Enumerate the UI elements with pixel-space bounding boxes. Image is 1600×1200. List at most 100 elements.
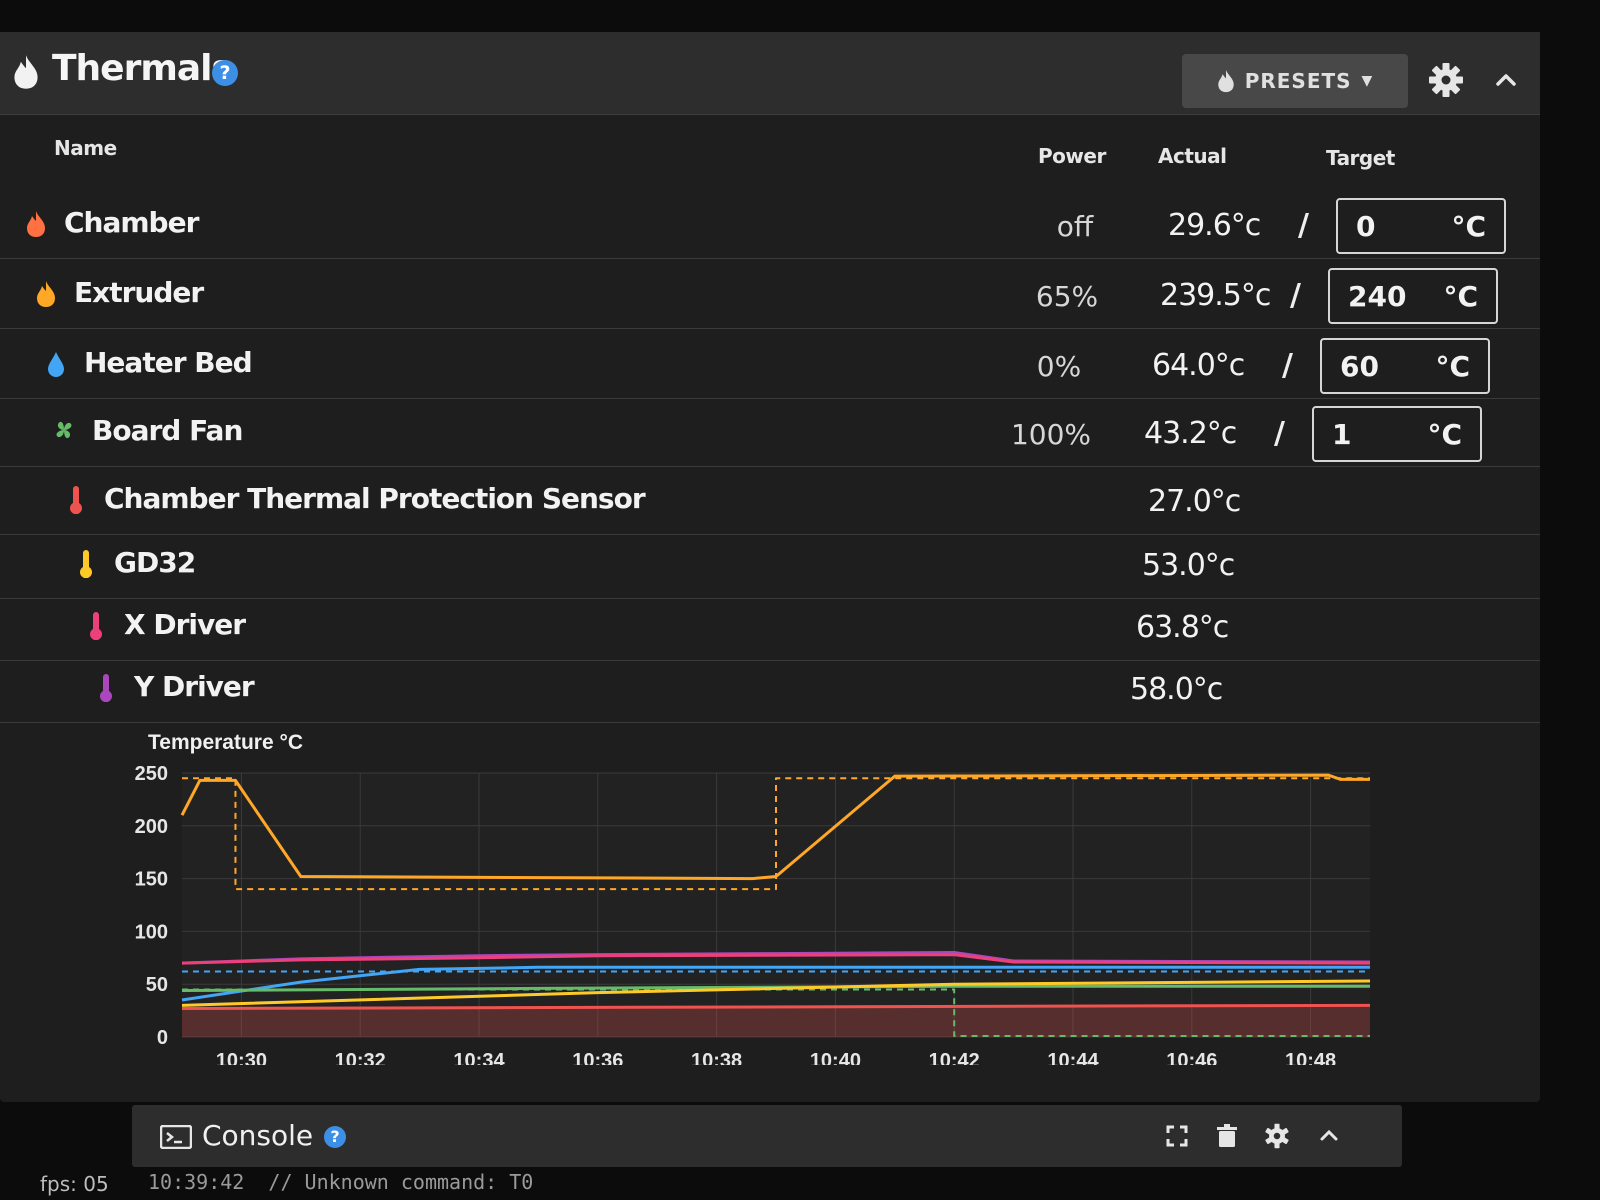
series-line [181,953,1371,965]
sensor-name: Chamber Thermal Protection Sensor [104,482,646,515]
sensor-name: X Driver [124,608,246,641]
y-axis-label: Temperature °C [148,731,303,754]
thermometer-icon [90,612,102,640]
sensor-row: Heater Bed 0% 64.0°c / 60 °C [0,332,1540,399]
column-header-target: Target [1326,146,1395,170]
gear-icon[interactable] [1264,1123,1290,1149]
console-panel: Console ? [132,1105,1402,1167]
fan-icon [56,421,72,439]
target-unit: °C [1443,280,1478,313]
separator-slash: / [1282,348,1293,383]
sensor-actual: 53.0°c [1142,548,1235,583]
console-log-line: 10:39:42 // Unknown command: T0 [148,1170,534,1194]
water-drop-icon [48,352,64,377]
sensor-actual: 63.8°c [1136,610,1229,645]
sensor-row: GD32 53.0°c [0,532,1540,599]
sensor-actual: 43.2°c [1144,416,1237,451]
column-header-actual: Actual [1158,144,1227,168]
help-icon[interactable]: ? [324,1126,346,1148]
x-tick-label: 10:38 [691,1050,742,1065]
target-value: 60 [1340,350,1379,383]
presets-label: PRESETS [1244,69,1352,93]
target-temperature-input[interactable]: 0 °C [1336,198,1506,254]
x-tick-label: 10:40 [810,1050,861,1065]
sensor-power: 65% [1035,280,1099,313]
chevron-up-icon[interactable] [1316,1123,1342,1149]
temperature-chart: 0 50 100 150 200 250 10:30 10:32 10:34 10:36 10:38… [60,695,1480,1072]
trash-icon[interactable] [1214,1123,1240,1149]
x-tick-label: 10:42 [929,1050,980,1065]
fire-icon [1217,69,1234,93]
help-icon[interactable]: ? [212,60,238,86]
sensor-power: 100% [1010,418,1092,451]
series-line [180,773,1370,881]
page-title: Thermals [52,48,233,89]
sensor-actual: 64.0°c [1152,348,1245,383]
chevron-down-icon: ▼ [1361,73,1374,89]
x-tick-label: 10:36 [572,1050,623,1065]
series-line [181,1003,1371,1010]
sensor-actual: 27.0°c [1148,484,1241,519]
x-tick-label: 10:46 [1166,1050,1217,1065]
thermometer-icon [70,486,82,514]
sensor-row: Extruder 65% 239.5°c / 240 °C [0,262,1540,329]
fire-icon [37,281,55,307]
series-target-line [182,988,1370,1037]
y-tick-label: 50 [146,974,168,996]
sensor-actual: 29.6°c [1168,208,1261,243]
column-header-power: Power [1038,144,1106,168]
sensor-name: GD32 [114,546,196,579]
sensor-power: off [1056,210,1094,243]
target-unit: °C [1427,418,1462,451]
target-unit: °C [1451,210,1486,243]
thermometer-icon [80,550,92,578]
plot-area [182,773,1370,1037]
sensor-row: Board Fan 100% 43.2°c / 1 °C [0,400,1540,467]
sensor-power: 0% [1036,350,1082,383]
separator-slash: / [1298,208,1309,243]
sensor-name: Extruder [74,276,204,309]
series-line [181,965,1370,1002]
y-tick-label: 100 [135,921,168,943]
chevron-up-icon[interactable] [1490,64,1522,96]
series-target-line [182,777,1370,891]
series-line [181,979,1371,1007]
target-value: 0 [1356,210,1376,243]
separator-slash: / [1274,416,1285,451]
fullscreen-icon[interactable] [1164,1123,1190,1149]
fps-counter: fps: 05 [40,1172,109,1196]
sensor-row: Chamber off 29.6°c / 0 °C [0,192,1540,259]
fire-icon [14,55,38,89]
column-header-name: Name [54,136,117,160]
target-temperature-input[interactable]: 1 °C [1312,406,1482,462]
x-tick-label: 10:48 [1285,1050,1336,1065]
sensor-name: Board Fan [92,414,243,447]
sensor-row: X Driver 63.8°c [0,594,1540,661]
presets-button[interactable]: PRESETS ▼ [1182,54,1408,108]
target-unit: °C [1435,350,1470,383]
separator-slash: / [1290,278,1301,313]
sensor-row: Y Driver 58.0°c [0,656,1540,723]
x-tick-label: 10:32 [335,1050,386,1065]
fire-icon [27,211,45,237]
y-tick-label: 200 [135,816,168,838]
gear-icon[interactable] [1428,62,1464,98]
target-value: 240 [1348,280,1407,313]
y-tick-label: 0 [157,1027,168,1049]
console-icon [160,1125,192,1149]
target-temperature-input[interactable]: 240 °C [1328,268,1498,324]
sensor-actual: 239.5°c [1160,278,1271,313]
console-title: Console [202,1119,314,1152]
sensor-name: Y Driver [134,670,255,703]
thermometer-icon [100,674,112,702]
x-tick-label: 10:34 [453,1050,505,1065]
x-tick-label: 10:30 [216,1050,267,1065]
sensor-actual: 58.0°c [1130,672,1223,707]
target-temperature-input[interactable]: 60 °C [1320,338,1490,394]
sensor-row: Chamber Thermal Protection Sensor 27.0°c [0,468,1540,535]
sensor-name: Heater Bed [84,346,253,379]
y-tick-label: 250 [135,763,168,785]
target-value: 1 [1332,418,1352,451]
thermals-header: Thermals ? PRESETS ▼ [0,32,1540,115]
series-area [182,1005,1370,1037]
